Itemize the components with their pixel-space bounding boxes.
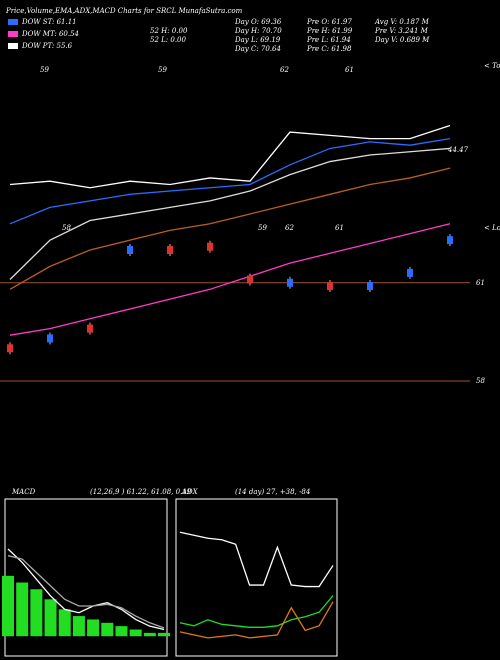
macd-bar [58, 609, 71, 637]
legend-swatch [8, 19, 18, 25]
adx-title: ADX [181, 488, 199, 496]
stat: 52 L: 0.00 [150, 36, 186, 44]
macd-bar [115, 626, 128, 637]
annotation: 59 [258, 224, 267, 232]
stat: Pre V: 3.241 M [374, 27, 429, 35]
macd-bar [129, 629, 142, 637]
series-line [9, 124, 451, 189]
stat: Pre O: 61.97 [306, 18, 352, 26]
candle [87, 324, 93, 333]
series-line [179, 595, 334, 628]
stat: Pre C: 61.98 [306, 45, 352, 53]
series-line [9, 137, 451, 225]
annotation: 61 [335, 224, 344, 232]
y-tick-label: 58 [476, 377, 485, 385]
stat: Day O: 69.36 [234, 18, 282, 26]
macd-bar [30, 589, 43, 637]
candle [167, 246, 173, 254]
candle [447, 236, 453, 245]
stat: Day C: 70.64 [234, 45, 281, 53]
series-line [9, 147, 451, 280]
adx-subtitle: (14 day) 27, +38, -84 [235, 488, 310, 496]
adx-frame [175, 498, 338, 657]
series-line [9, 167, 451, 290]
series-line [7, 555, 165, 629]
candle [367, 282, 373, 291]
macd-subtitle: (12,26,9 ) 61.22, 61.08, 0.19 [90, 488, 192, 496]
macd-bar [72, 616, 85, 637]
annotation: 62 [280, 66, 289, 74]
series-line [179, 601, 334, 639]
annotation: 59 [158, 66, 167, 74]
stat: 52 H: 0.00 [150, 27, 188, 35]
annotation: 58 [62, 224, 71, 232]
legend-label: DOW MT: 60.54 [21, 30, 79, 38]
candle [47, 334, 53, 343]
legend-swatch [8, 31, 18, 37]
legend-label: DOW PT: 55.6 [21, 42, 73, 50]
macd-frame [4, 498, 168, 657]
chart-title: Price,Volume,EMA,ADX,MACD Charts for SRC… [5, 7, 243, 15]
candle [7, 344, 13, 353]
legend-swatch [8, 43, 18, 49]
macd-bar [2, 575, 14, 637]
candle [407, 268, 413, 277]
macd-bar [87, 619, 100, 637]
stat: Avg V: 0.187 M [374, 18, 430, 26]
macd-bar [101, 622, 114, 637]
stat: Day V: 0.689 M [374, 36, 430, 44]
candle [127, 246, 133, 254]
stat: Pre L: 61.94 [306, 36, 351, 44]
macd-bar [143, 632, 156, 637]
annotation: < Lows [484, 224, 500, 232]
candle [247, 275, 253, 284]
series-line [9, 223, 451, 336]
y-tick-label: 61 [476, 279, 485, 287]
stat: Pre H: 61.99 [306, 27, 353, 35]
candle [287, 278, 293, 287]
annotation: 44.47 [447, 146, 469, 154]
annotation: 61 [345, 66, 354, 74]
macd-title: MACD [11, 488, 36, 496]
series-line [7, 548, 165, 631]
candle [327, 282, 333, 291]
macd-bar [16, 582, 29, 637]
candle [207, 242, 213, 251]
macd-bar [44, 599, 57, 637]
stat: Day L: 69.19 [234, 36, 281, 44]
macd-bar [158, 632, 170, 637]
annotation: < Tops [484, 62, 500, 70]
series-line [179, 531, 334, 588]
annotation: 59 [40, 66, 49, 74]
annotation: 62 [285, 224, 294, 232]
legend-label: DOW ST: 61.11 [21, 18, 77, 26]
stat: Day H: 70.70 [234, 27, 282, 35]
